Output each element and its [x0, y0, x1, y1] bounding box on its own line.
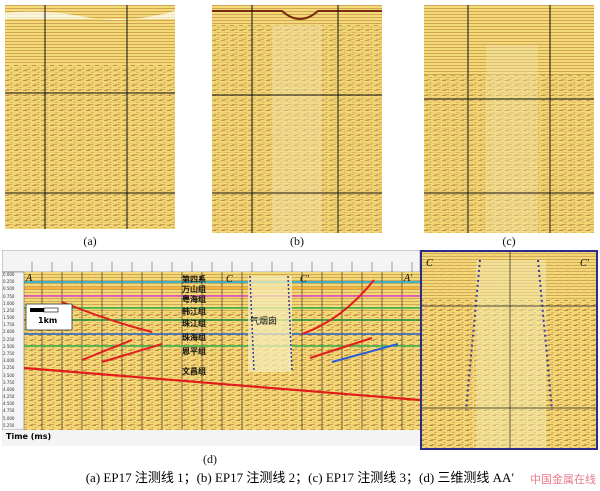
- time-tick-label: 1.250: [3, 307, 15, 313]
- marker-c-prime: C': [300, 274, 309, 285]
- time-tick-label: 5.000: [3, 415, 15, 421]
- label-panel-a: (a): [83, 234, 97, 248]
- time-tick-label: 1.500: [3, 315, 15, 321]
- formation-label: 珠江组: [182, 319, 206, 328]
- time-axis-label: Time (ms): [6, 432, 52, 441]
- section-d-image: [2, 250, 420, 446]
- zoom-marker-c-prime: C': [580, 258, 589, 269]
- endpoint-a-prime: A': [404, 273, 413, 284]
- formation-label: 粤海组: [182, 295, 206, 304]
- formation-label: 万山组: [182, 285, 206, 294]
- seismic-panel-a: [5, 5, 175, 229]
- label-panel-b: (b): [290, 234, 304, 248]
- seismic-panel-c: [424, 5, 594, 233]
- label-panel-c: (c): [502, 234, 516, 248]
- time-tick-label: 2.500: [3, 343, 15, 349]
- time-tick-label: 0.000: [3, 272, 15, 277]
- seismic-image-c: [424, 5, 594, 233]
- label-panel-d: (d): [203, 452, 217, 466]
- time-tick-label: 4.000: [3, 386, 15, 392]
- time-tick-label: 0.250: [3, 279, 15, 285]
- time-tick-label: 3.000: [3, 358, 15, 364]
- marker-c: C: [226, 274, 233, 285]
- seismic-image-a: [5, 5, 175, 229]
- time-axis-ticks: 0.000 0.250 0.500 0.750 1.000 1.250 1.500 1.750…: [2, 272, 24, 430]
- chimney-label: 气烟囱: [250, 316, 278, 326]
- time-tick-label: 3.750: [3, 379, 15, 385]
- scale-bar-label: 1km: [38, 316, 58, 325]
- formation-label: 恩平组: [182, 347, 206, 356]
- time-tick-label: 3.250: [3, 365, 15, 371]
- formation-label: 珠海组: [182, 333, 206, 342]
- endpoint-a: A: [26, 273, 33, 284]
- time-tick-label: 2.750: [3, 351, 15, 356]
- time-tick-label: 2.000: [3, 329, 15, 335]
- time-tick-label: 1.750: [3, 322, 15, 328]
- formation-label: 韩江组: [182, 307, 206, 316]
- seismic-section-d: 0.000 0.250 0.500 0.750 1.000 1.250 1.500 1.750…: [2, 250, 420, 446]
- time-tick-label: 1.000: [3, 300, 15, 306]
- zoom-marker-c: C: [426, 258, 433, 269]
- formation-label: 文昌组: [182, 367, 206, 376]
- time-tick-label: 2.250: [3, 336, 15, 342]
- zoom-panel: C C': [420, 250, 598, 450]
- seismic-panel-b: [212, 5, 382, 233]
- time-tick-label: 4.500: [3, 401, 15, 407]
- time-tick-label: 4.250: [3, 394, 15, 400]
- time-tick-label: 4.750: [3, 408, 15, 414]
- time-tick-label: 5.250: [3, 422, 15, 428]
- watermark: 中国金属在线: [530, 473, 596, 486]
- time-tick-label: 3.500: [3, 372, 15, 378]
- zoom-image: [420, 250, 598, 450]
- time-tick-label: 0.750: [3, 293, 15, 299]
- time-tick-label: 0.500: [3, 286, 15, 292]
- seismic-image-b: [212, 5, 382, 233]
- formation-label: 第四系: [182, 275, 206, 284]
- figure-caption: (a) EP17 注测线 1；(b) EP17 注测线 2；(c) EP17 注…: [85, 470, 515, 485]
